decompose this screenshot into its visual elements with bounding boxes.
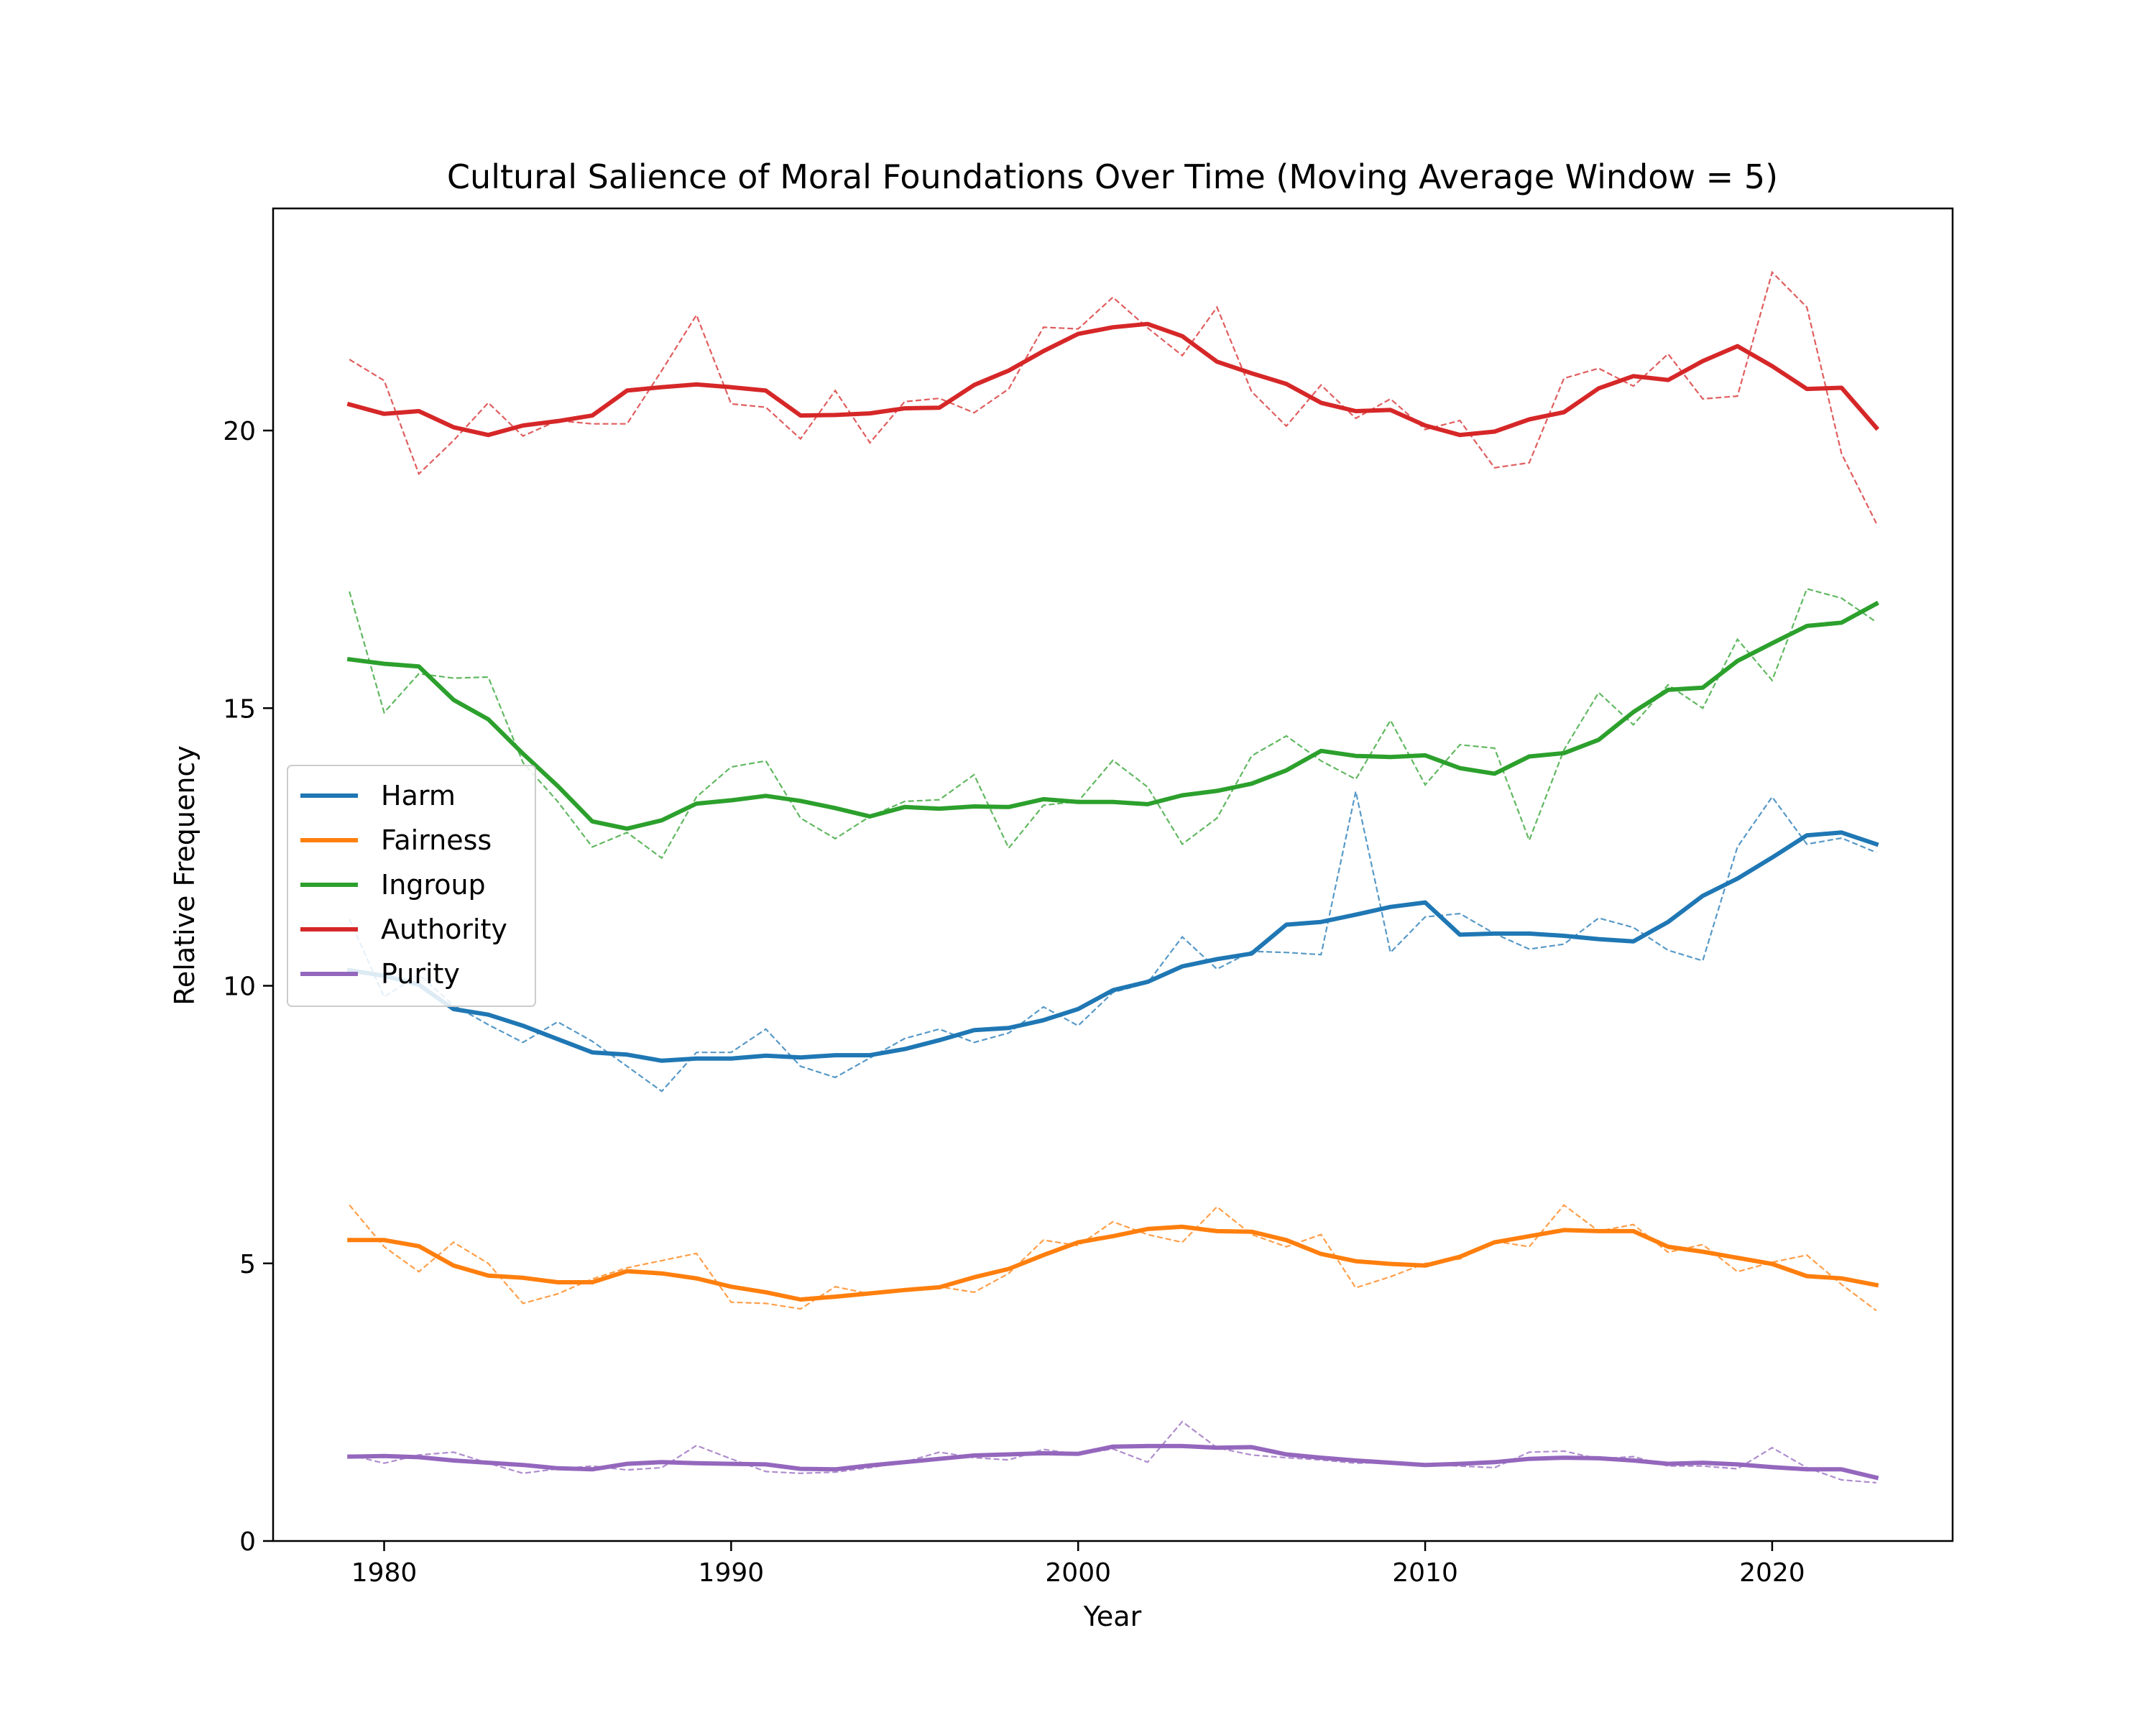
series-line-authority-smoothed xyxy=(346,321,1880,438)
series-line-fairness-smoothed xyxy=(347,1224,1879,1302)
legend-label-purity: Purity xyxy=(381,958,460,990)
x-tick-label: 1980 xyxy=(351,1558,418,1588)
x-tick-label: 2010 xyxy=(1392,1558,1458,1588)
y-tick-label: 10 xyxy=(223,972,256,1002)
y-tick-label: 5 xyxy=(239,1250,256,1279)
legend-label-ingroup: Ingroup xyxy=(381,869,486,901)
x-tick-label: 2000 xyxy=(1045,1558,1111,1588)
plot-area xyxy=(346,270,1880,1484)
legend: Harm Fairness Ingroup Authority Purity xyxy=(287,765,536,1007)
x-axis-label: Year xyxy=(1083,1601,1142,1632)
series-line-fairness-raw xyxy=(349,1204,1877,1312)
series-line-harm-smoothed xyxy=(346,830,1879,1063)
y-axis-label: Relative Frequency xyxy=(169,745,201,1006)
series-line-purity-smoothed xyxy=(347,1443,1879,1481)
x-tick-label: 2020 xyxy=(1739,1558,1805,1588)
legend-label-authority: Authority xyxy=(381,914,507,945)
series-line-authority-raw xyxy=(349,270,1877,524)
chart-title: Cultural Salience of Moral Foundations O… xyxy=(447,157,1778,196)
axes: 1980 1990 2000 2010 2020 0 5 10 15 20 xyxy=(223,207,1954,1588)
y-tick-label: 20 xyxy=(223,417,256,446)
y-tick-label: 15 xyxy=(223,694,256,724)
series-line-ingroup-smoothed xyxy=(346,600,1879,831)
plot-frame xyxy=(272,207,1954,1542)
y-tick-label: 0 xyxy=(239,1527,256,1557)
legend-label-harm: Harm xyxy=(381,780,456,811)
x-tick-label: 1990 xyxy=(699,1558,765,1588)
series-line-ingroup-raw xyxy=(349,587,1877,860)
legend-box xyxy=(287,765,536,1007)
legend-label-fairness: Fairness xyxy=(381,824,492,856)
